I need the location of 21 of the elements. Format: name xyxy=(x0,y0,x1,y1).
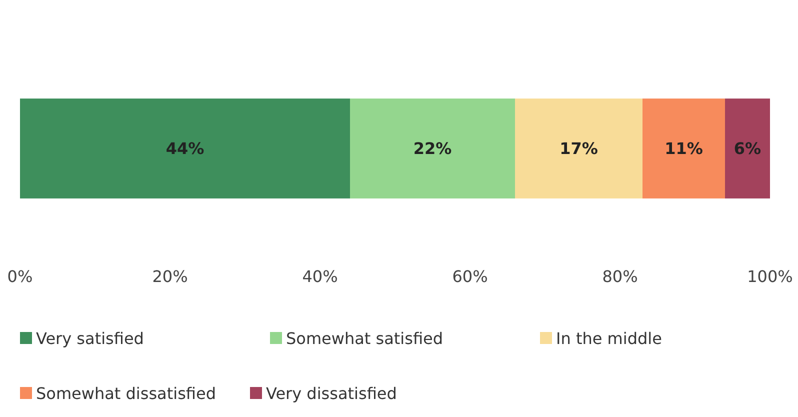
bar xyxy=(725,98,770,198)
x-tick-label: 80% xyxy=(602,267,638,286)
data-label: 17% xyxy=(560,139,598,158)
x-tick-label: 100% xyxy=(747,267,793,286)
data-label: 44% xyxy=(166,139,204,158)
legend-label: In the middle xyxy=(556,329,662,348)
data-label: 22% xyxy=(413,139,452,158)
bar xyxy=(20,98,350,198)
x-tick-label: 0% xyxy=(7,267,33,286)
bar xyxy=(350,98,515,198)
data-label: 11% xyxy=(664,139,703,158)
legend-label: Very satisfied xyxy=(36,329,144,348)
legend-label: Very dissatisfied xyxy=(266,384,397,403)
bar xyxy=(515,98,642,198)
legend-label: Somewhat dissatisfied xyxy=(36,384,216,403)
data-label: 6% xyxy=(734,139,762,158)
bar xyxy=(642,98,725,198)
x-tick-label: 20% xyxy=(152,267,188,286)
x-tick-label: 40% xyxy=(302,267,338,286)
legend-label: Somewhat satisfied xyxy=(286,329,444,348)
x-tick-label: 60% xyxy=(452,267,488,286)
